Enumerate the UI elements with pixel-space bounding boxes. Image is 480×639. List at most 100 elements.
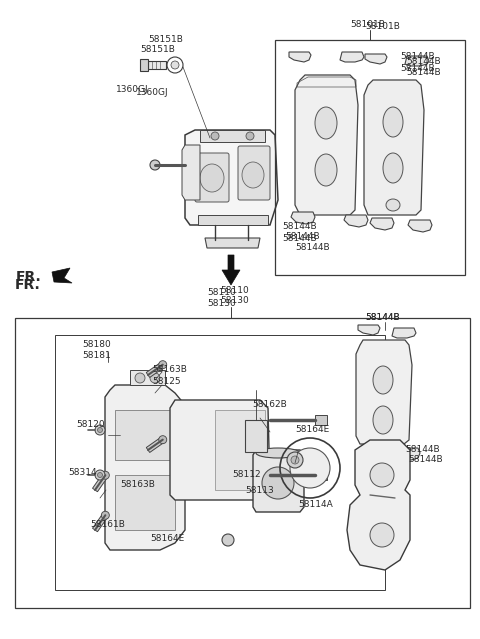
Text: 58144B: 58144B xyxy=(295,243,330,252)
Text: 58112: 58112 xyxy=(232,470,261,479)
Ellipse shape xyxy=(256,448,300,458)
Text: 1360GJ: 1360GJ xyxy=(116,85,149,94)
Ellipse shape xyxy=(373,406,393,434)
Polygon shape xyxy=(52,268,72,283)
Circle shape xyxy=(159,436,167,443)
Text: 58130: 58130 xyxy=(208,299,236,308)
Ellipse shape xyxy=(386,199,400,211)
Polygon shape xyxy=(115,475,175,530)
Text: 58113: 58113 xyxy=(245,486,274,495)
Polygon shape xyxy=(291,212,315,224)
Polygon shape xyxy=(370,218,394,230)
FancyBboxPatch shape xyxy=(238,146,270,200)
Text: 58144B: 58144B xyxy=(405,445,440,454)
Text: 58110: 58110 xyxy=(221,286,250,295)
Circle shape xyxy=(95,470,105,480)
Ellipse shape xyxy=(315,154,337,186)
Polygon shape xyxy=(364,80,424,215)
Ellipse shape xyxy=(200,164,224,192)
Text: 58144B: 58144B xyxy=(406,68,441,77)
Polygon shape xyxy=(358,325,380,335)
Polygon shape xyxy=(93,473,108,492)
Ellipse shape xyxy=(383,153,403,183)
Bar xyxy=(275,40,465,275)
Text: 1360GJ: 1360GJ xyxy=(136,88,168,97)
Polygon shape xyxy=(340,52,364,62)
Circle shape xyxy=(97,472,103,477)
Text: 58181: 58181 xyxy=(82,351,111,360)
Text: 58114A: 58114A xyxy=(298,500,333,509)
Circle shape xyxy=(97,427,103,433)
Text: 58151B: 58151B xyxy=(148,35,183,44)
Polygon shape xyxy=(146,437,165,452)
Polygon shape xyxy=(222,255,240,285)
Polygon shape xyxy=(130,370,165,385)
Polygon shape xyxy=(215,410,265,490)
Polygon shape xyxy=(185,130,278,225)
Text: 58120: 58120 xyxy=(76,420,105,429)
Polygon shape xyxy=(115,410,175,460)
Polygon shape xyxy=(347,440,410,570)
Text: 58125: 58125 xyxy=(152,377,180,386)
Polygon shape xyxy=(405,56,429,66)
Polygon shape xyxy=(140,59,148,71)
Text: 58144B: 58144B xyxy=(408,455,443,464)
Polygon shape xyxy=(200,130,265,142)
Polygon shape xyxy=(148,61,166,69)
Text: 58163B: 58163B xyxy=(152,365,187,374)
Text: 58161B: 58161B xyxy=(90,520,125,529)
Circle shape xyxy=(159,360,167,369)
Polygon shape xyxy=(146,362,165,378)
Polygon shape xyxy=(253,450,304,512)
Text: 58144B: 58144B xyxy=(365,313,400,322)
Polygon shape xyxy=(360,445,384,457)
Circle shape xyxy=(222,534,234,546)
Bar xyxy=(245,420,267,452)
Ellipse shape xyxy=(315,107,337,139)
Circle shape xyxy=(246,132,254,140)
Polygon shape xyxy=(289,52,311,62)
Circle shape xyxy=(150,373,160,383)
Ellipse shape xyxy=(383,107,403,137)
Circle shape xyxy=(262,467,294,499)
Bar xyxy=(15,318,470,608)
Text: FR.: FR. xyxy=(16,270,42,284)
Text: 58163B: 58163B xyxy=(120,480,155,489)
Text: 58162B: 58162B xyxy=(252,400,287,409)
Polygon shape xyxy=(198,215,268,225)
Polygon shape xyxy=(344,215,368,227)
Text: 58314: 58314 xyxy=(68,468,96,477)
Circle shape xyxy=(101,511,109,520)
Circle shape xyxy=(101,471,109,479)
Text: 58110: 58110 xyxy=(208,288,236,297)
Polygon shape xyxy=(295,75,358,215)
Text: 58144B: 58144B xyxy=(406,57,441,66)
Circle shape xyxy=(370,463,394,487)
Text: 58151B: 58151B xyxy=(140,45,175,54)
Circle shape xyxy=(291,456,299,464)
Polygon shape xyxy=(182,145,200,200)
Text: 58101B: 58101B xyxy=(350,20,385,29)
Circle shape xyxy=(135,373,145,383)
Circle shape xyxy=(287,452,303,468)
Text: 58130: 58130 xyxy=(221,296,250,305)
FancyBboxPatch shape xyxy=(195,153,229,202)
Ellipse shape xyxy=(373,366,393,394)
Polygon shape xyxy=(392,328,416,338)
Text: 58144B: 58144B xyxy=(400,64,434,73)
Circle shape xyxy=(150,160,160,170)
Text: 58164E: 58164E xyxy=(150,534,184,543)
Circle shape xyxy=(171,61,179,69)
Text: 58164E: 58164E xyxy=(295,425,329,434)
Ellipse shape xyxy=(242,162,264,188)
Polygon shape xyxy=(105,385,185,550)
Text: FR.: FR. xyxy=(15,278,41,292)
Text: 58144B: 58144B xyxy=(282,222,317,231)
Bar xyxy=(315,415,327,425)
Circle shape xyxy=(370,523,394,547)
Bar xyxy=(55,335,385,590)
Polygon shape xyxy=(205,238,260,248)
Circle shape xyxy=(211,132,219,140)
Text: 58180: 58180 xyxy=(82,340,111,349)
Text: 58144B: 58144B xyxy=(285,232,320,241)
